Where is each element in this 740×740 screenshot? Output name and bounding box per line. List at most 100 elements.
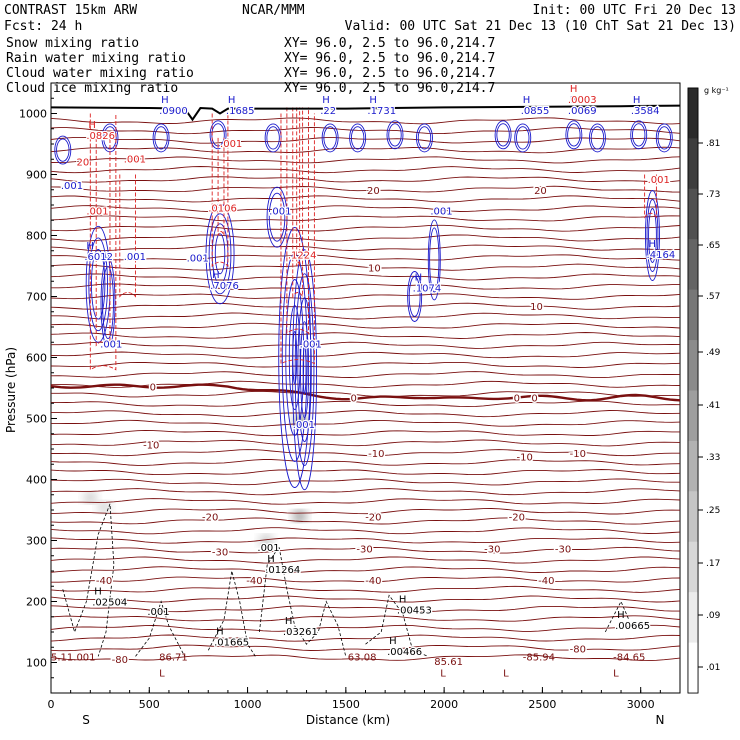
y-tick-label: 200 (26, 596, 47, 609)
cloud-water-maximum-label: .1074 (413, 284, 442, 295)
temperature-label: -40 (538, 576, 554, 587)
temperature-isotherm (51, 410, 680, 418)
y-tick-label: 700 (26, 291, 47, 304)
minimum-marker: L (613, 668, 619, 679)
cloud-water-cell (429, 227, 440, 293)
cloud-water-maximum-label-h: H (161, 95, 169, 106)
snow-plume (84, 491, 97, 504)
temperature-isotherm (51, 146, 680, 154)
plot-area (51, 104, 680, 662)
colorbar-step (688, 592, 698, 643)
temperature-isotherm (51, 400, 680, 408)
ice-maximum-label-h: H (216, 626, 224, 637)
temperature-label: -80 (112, 655, 128, 666)
colorbar-tick-label: .65 (706, 241, 720, 251)
ice-maximum-label: .02504 (92, 598, 127, 609)
cloud-water-maximum-label-h: H (633, 95, 641, 106)
cloud-water-cell (205, 203, 235, 305)
temperature-isotherm (51, 517, 680, 525)
legend-cloud-ice-label: Cloud ice mixing ratio (6, 81, 178, 96)
colorbar-tick-label: .33 (706, 453, 720, 463)
cloud-water-cell (323, 126, 337, 150)
x-axis: 0 500 1000 1500 2000 2500 3000 (48, 687, 661, 711)
ice-maximum-label: .00466 (387, 647, 422, 658)
top-value-label: 85.61 (434, 657, 463, 668)
top-value-label: 5.11.001 (51, 653, 96, 664)
colorbar-tick-label: .17 (706, 559, 720, 569)
cloud-water-cell (103, 126, 117, 150)
temperature-isotherm (51, 429, 680, 437)
y-tick-label: 900 (26, 169, 47, 182)
cloud-water-cell (154, 126, 168, 150)
cloud-water-cell (648, 208, 657, 263)
ice-maximum-label-h: H (285, 616, 293, 627)
top-value-label: 63.08 (348, 653, 377, 664)
temperature-isotherm (51, 244, 680, 252)
cloud-ice-contour (259, 545, 347, 657)
ice-contour-label: .001 (147, 607, 169, 618)
temperature-isotherm (51, 263, 680, 271)
colorbar-step (688, 541, 698, 593)
cloud-water-cell (281, 253, 308, 462)
cloud-water-cell (427, 219, 441, 301)
cloud-water-cell (302, 345, 307, 395)
cloud-water-maximum-label-h: H (523, 95, 531, 106)
ice-maximum-label-h: H (94, 587, 102, 598)
cloud-water-cell (321, 123, 339, 153)
rain-contour (286, 107, 309, 334)
cloud-water-cell (214, 233, 226, 275)
temperature-isotherm (51, 341, 680, 349)
cloud-water-cell (91, 249, 106, 320)
x-tick-label: 0 (48, 698, 55, 711)
rain-contour (217, 137, 225, 236)
temperature-isotherm (51, 478, 680, 486)
top-value-label: 86.71 (159, 653, 188, 664)
cloud-water-maximum-label-h: H (86, 241, 94, 252)
temperature-isotherm (51, 371, 680, 379)
temperature-isotherm (51, 566, 680, 574)
temperature-isotherm (51, 351, 680, 359)
rain-contour (119, 174, 136, 298)
temperature-isotherm (51, 615, 680, 622)
temperature-label: 10 (368, 263, 381, 274)
colorbar-step (688, 88, 698, 139)
temperature-isotherm (51, 283, 680, 290)
ice-maximum-label: .01264 (265, 565, 300, 576)
temperature-isotherm (51, 361, 680, 368)
temperature-isotherm (51, 273, 680, 281)
freezing-level-line (51, 383, 680, 402)
cloud-water-cell (416, 123, 433, 153)
temperature-isotherm (51, 254, 680, 261)
minimum-marker: L (440, 668, 446, 679)
colorbar-step (688, 340, 698, 391)
temperature-label: -40 (246, 576, 262, 587)
rain-maximum-label-h: H (570, 84, 578, 95)
snow-plume (98, 500, 111, 513)
snow-shading-layer (84, 415, 307, 547)
temperature-label: -10 (570, 449, 586, 460)
contour-labels: -80 -80 -40 -40 -40 -40 -30 -30 -30 -30 -20 -20 -20 -… (51, 84, 676, 679)
colorbar-step (688, 239, 698, 290)
temperature-label: 20 (534, 186, 547, 197)
cloud-water-maximum-label-h: H (322, 95, 330, 106)
x-tick-label: 3000 (627, 698, 655, 711)
cloud-water-cell (102, 266, 114, 340)
rain-contour (280, 113, 315, 365)
cloud-water-maximum-label-h: H (212, 270, 220, 281)
temperature-isotherm (51, 234, 680, 242)
ice-maximum-label-h: H (399, 595, 407, 606)
colorbar-tick-label: .57 (706, 292, 720, 302)
snow-plume (293, 510, 306, 523)
temperature-label: -10 (517, 453, 533, 464)
legend-snow-label: Snow mixing ratio (6, 36, 139, 51)
cloud-water-maximum-label: .0900 (159, 106, 188, 117)
legend-rain-label: Rain water mixing ratio (6, 51, 186, 66)
cloud-water-cell (152, 123, 170, 153)
cloud-water-cell (268, 192, 286, 242)
init-time: Init: 00 UTC Fri 20 Dec 13 (533, 3, 737, 18)
minimum-marker: L (503, 668, 509, 679)
cloud-ice-contour (135, 600, 186, 657)
temperature-isotherm (51, 166, 680, 174)
rain-contour (89, 113, 117, 371)
legend-snow-xy: XY= 96.0, 2.5 to 96.0,214.7 (284, 36, 495, 51)
